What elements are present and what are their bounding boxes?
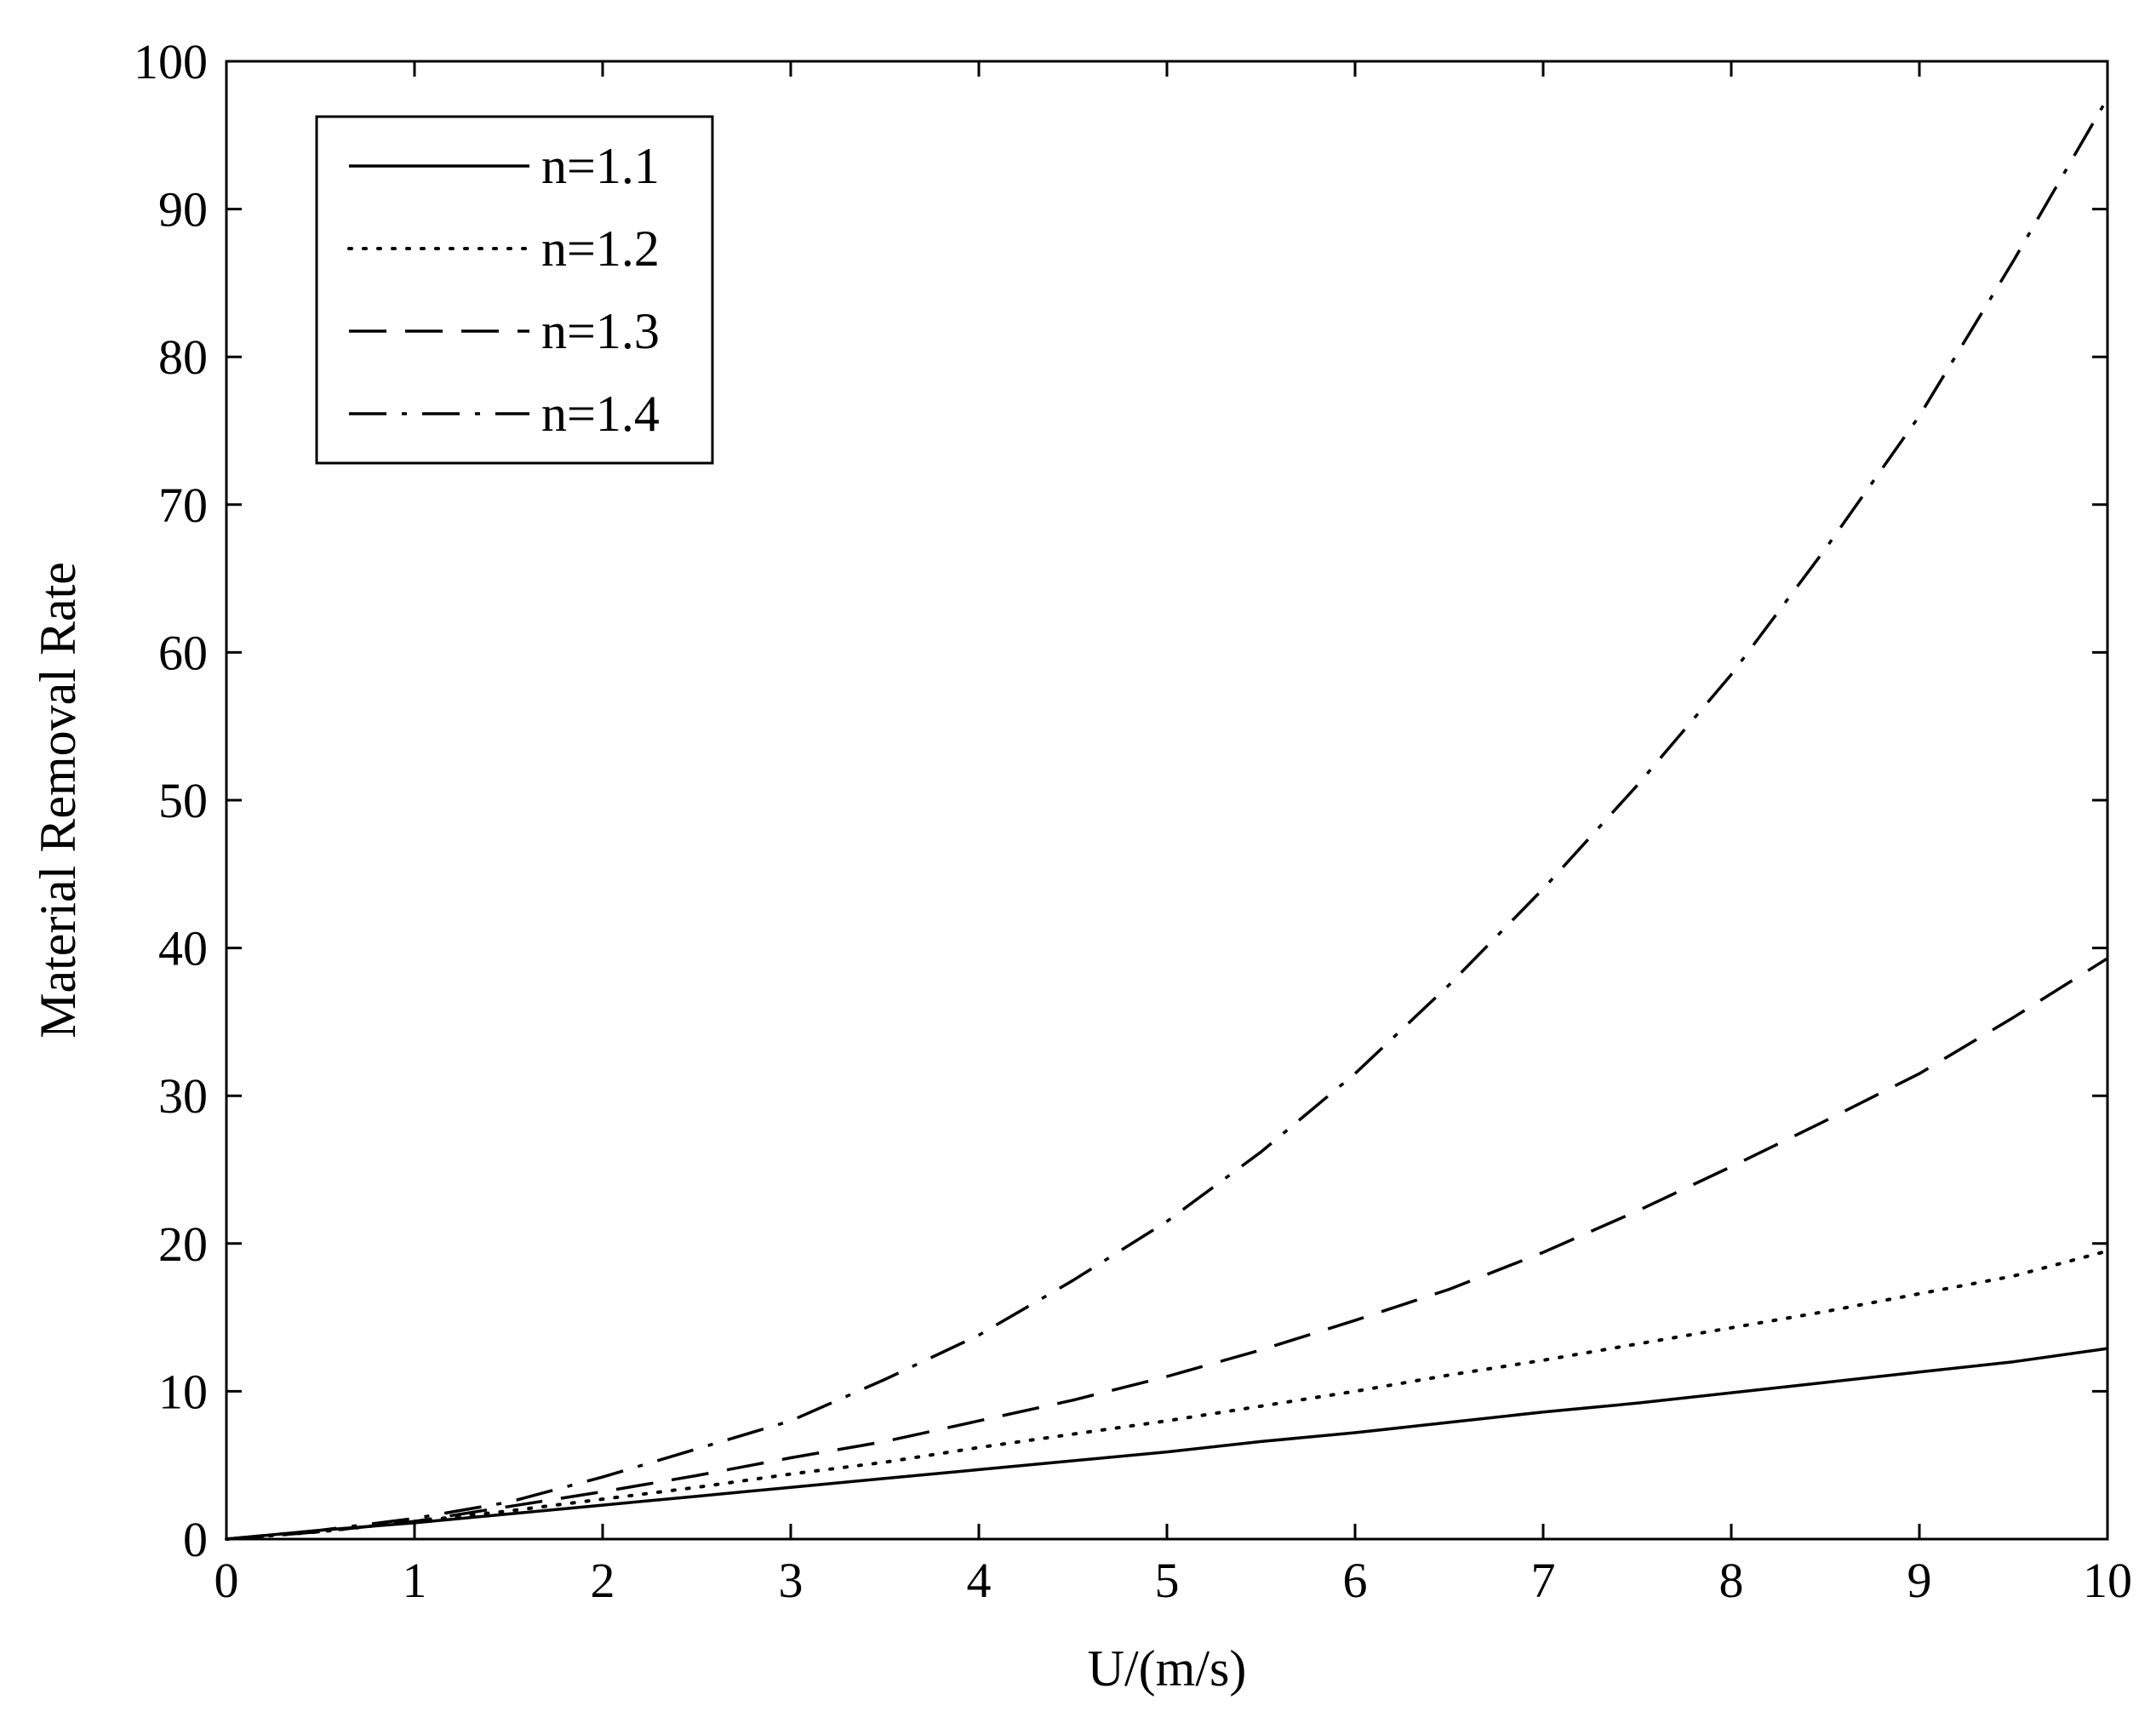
legend-label-3: n=1.3 bbox=[541, 303, 660, 359]
y-tick-label: 80 bbox=[158, 329, 208, 385]
y-tick-label: 100 bbox=[134, 34, 208, 89]
x-tick-label: 2 bbox=[591, 1553, 615, 1608]
x-tick-label: 5 bbox=[1155, 1553, 1180, 1608]
x-tick-label: 4 bbox=[967, 1553, 992, 1608]
x-tick-label: 9 bbox=[1907, 1553, 1932, 1608]
x-tick-label: 10 bbox=[2083, 1553, 2132, 1608]
legend-label-2: n=1.2 bbox=[541, 220, 660, 277]
x-tick-label: 7 bbox=[1531, 1553, 1556, 1608]
x-tick-label: 1 bbox=[403, 1553, 427, 1608]
y-tick-label: 60 bbox=[158, 625, 208, 680]
y-axis-label: Material Removal Rate bbox=[30, 562, 86, 1039]
series-line-3 bbox=[226, 957, 2108, 1541]
y-tick-label: 90 bbox=[158, 182, 208, 238]
y-tick-label: 40 bbox=[158, 921, 208, 976]
x-tick-label: 0 bbox=[214, 1553, 239, 1608]
series-line-1 bbox=[226, 1347, 2108, 1541]
series-layer bbox=[225, 97, 2109, 1541]
legend-label-4: n=1.4 bbox=[541, 386, 660, 442]
y-tick-label: 0 bbox=[183, 1512, 208, 1567]
x-tick-label: 6 bbox=[1343, 1553, 1368, 1608]
x-axis-label: U/(m/s) bbox=[1088, 1640, 1247, 1697]
x-tick-label: 3 bbox=[779, 1553, 803, 1608]
series-line-4 bbox=[226, 97, 2109, 1541]
legend-box bbox=[315, 115, 714, 465]
legend: n=1.1 n=1.2 n=1.3 n=1.4 bbox=[315, 115, 714, 465]
x-tick-label: 8 bbox=[1719, 1553, 1744, 1608]
y-tick-label: 20 bbox=[158, 1216, 208, 1272]
y-tick-label: 50 bbox=[158, 773, 208, 828]
legend-label-1: n=1.1 bbox=[541, 138, 660, 194]
y-tick-label: 30 bbox=[158, 1068, 208, 1124]
y-tick-label: 70 bbox=[158, 478, 208, 533]
y-tick-label: 10 bbox=[158, 1364, 208, 1419]
legend-entries: n=1.1 n=1.2 n=1.3 n=1.4 bbox=[347, 138, 660, 442]
